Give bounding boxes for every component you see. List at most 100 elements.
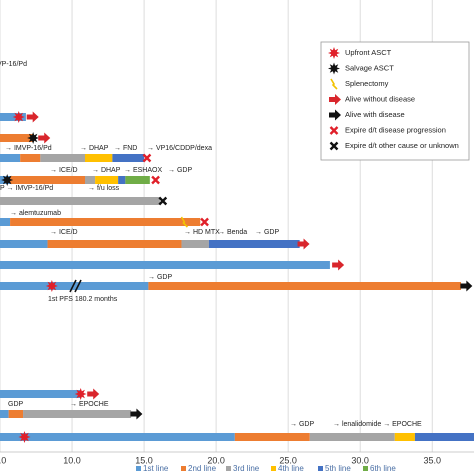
legend-swatch (318, 466, 323, 471)
bar-segment (8, 410, 24, 418)
legend-label: Alive with disease (345, 110, 405, 119)
annotation: → FND (114, 145, 137, 152)
event-marker (87, 388, 100, 400)
bar-segment (85, 154, 113, 162)
bar-segment (0, 134, 34, 142)
event-marker (460, 280, 473, 292)
annotation: → alemtuzumab (10, 210, 61, 217)
event-marker (26, 111, 39, 123)
legend-swatch (181, 466, 186, 471)
event-marker (1, 174, 14, 186)
legend-label: Expire d/t other cause or unknown (345, 141, 459, 150)
annotation: GDP (8, 401, 24, 408)
annotation: → GDP (148, 274, 172, 281)
bar-segment (0, 154, 21, 162)
bar-segment (0, 433, 235, 441)
legend-label: Splenectomy (345, 79, 389, 88)
x-tick-label: 30.0 (351, 455, 369, 465)
bar-segment (10, 218, 201, 226)
event-marker (18, 431, 31, 443)
event-marker (27, 132, 40, 144)
event-marker (151, 175, 160, 185)
legend-swatch (136, 466, 141, 471)
x-tick-label: 20.0 (207, 455, 225, 465)
x-tick-label: 35.0 (423, 455, 441, 465)
annotation: → EPOCHE (70, 401, 109, 408)
bar-segment (181, 240, 209, 248)
legend-label: Expire d/t disease progression (345, 125, 446, 134)
legend-label: Salvage ASCT (345, 63, 394, 72)
bar-segment (208, 240, 300, 248)
legend-symbol (328, 47, 340, 59)
event-marker (74, 388, 87, 400)
bar-segment (40, 154, 86, 162)
bar-segment (20, 154, 41, 162)
annotation: P → IMVP-16/Pd (0, 185, 53, 192)
legend-label: 5th line (325, 464, 351, 473)
bar-segment (0, 282, 149, 290)
bar-segment (414, 433, 474, 441)
bar-segment (95, 176, 119, 184)
event-marker (38, 132, 51, 144)
bar-segment (10, 176, 86, 184)
annotation: → DHAP (80, 145, 109, 152)
annotation: → VP16/CDDP/dexa (147, 145, 212, 152)
event-marker (158, 196, 168, 206)
annotation: → ICE/D (50, 229, 78, 236)
axis-break (69, 279, 82, 293)
legend-label: 1st line (143, 464, 169, 473)
bar-segment (309, 433, 395, 441)
bar-segment (85, 176, 96, 184)
legend-symbol (329, 126, 339, 135)
event-marker (332, 259, 345, 271)
x-tick-label: 10.0 (63, 455, 81, 465)
event-marker (142, 153, 152, 163)
annotation: → GDP (168, 167, 192, 174)
legend-symbol (330, 78, 338, 90)
bar-segment (0, 410, 9, 418)
annotation: → lenalidomide → EPOCHE (333, 421, 422, 428)
bar-segment (394, 433, 415, 441)
legend-symbol (329, 141, 339, 151)
annotation: → GDP (290, 421, 314, 428)
event-marker (45, 280, 58, 292)
bar-segment (47, 240, 182, 248)
legend-label: 2nd line (188, 464, 217, 473)
event-marker (180, 216, 188, 228)
legend-symbol (328, 62, 340, 75)
annotation: → ESHAOX (124, 167, 162, 174)
annotation: → Benda (218, 229, 247, 236)
annotation: 1st PFS 180.2 months (48, 296, 118, 303)
annotation: → GDP (255, 229, 279, 236)
bar-segment (0, 197, 160, 205)
bar-segment (23, 410, 132, 418)
event-marker (200, 217, 209, 227)
annotation: → IMVP-16/Pd (5, 145, 52, 152)
legend: Upfront ASCT Salvage ASCT Splenectomy Alive… (320, 41, 470, 161)
legend-label: Upfront ASCT (345, 48, 392, 57)
legend-label: 6th line (370, 464, 396, 473)
line-legend: 1st line 2nd line 3rd line 4th line 5th line… (136, 464, 396, 473)
bar-segment (0, 390, 81, 398)
x-tick-label: 5.0 (0, 455, 6, 465)
bar-segment (148, 282, 462, 290)
bar-segment (125, 176, 150, 184)
annotation: → f/u loss (88, 185, 120, 192)
event-marker (297, 238, 310, 250)
bar-segment (0, 218, 11, 226)
annotation: VP-16/Pd (0, 61, 27, 68)
annotation: → DHAP (92, 167, 121, 174)
event-marker (130, 408, 143, 420)
legend-label: Alive without disease (345, 94, 415, 103)
legend-label: 4th line (278, 464, 304, 473)
event-marker (12, 111, 25, 123)
legend-box (320, 41, 470, 161)
x-tick-label: 25.0 (279, 455, 297, 465)
bar-segment (0, 240, 48, 248)
legend-swatch (226, 466, 231, 471)
x-tick-label: 15.0 (135, 455, 153, 465)
bar-segment (0, 261, 330, 269)
annotation: → ICE/D (50, 167, 78, 174)
legend-symbol (329, 109, 341, 121)
